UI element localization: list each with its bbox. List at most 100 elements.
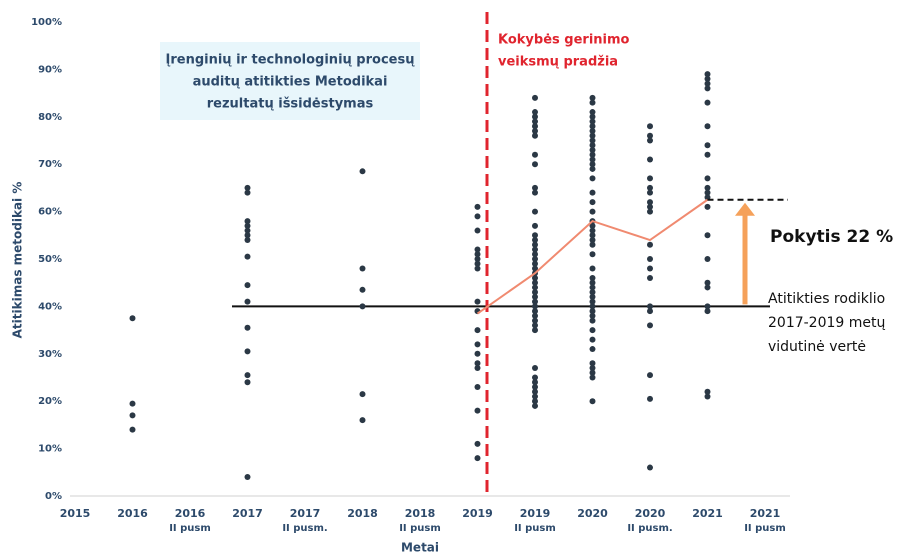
dot — [532, 274, 538, 281]
x-tick-sublabel: II pusm. — [282, 523, 327, 534]
dot — [589, 398, 596, 405]
y-tick-label: 50% — [38, 254, 62, 265]
dot — [704, 123, 711, 130]
dot — [474, 203, 481, 210]
dot — [704, 80, 711, 87]
dot — [532, 402, 538, 409]
info-text: rezultatų išsidėstymas — [207, 97, 374, 112]
dot — [474, 251, 481, 258]
x-tick-label: 2018 — [405, 507, 436, 520]
dot — [589, 293, 596, 300]
dot — [474, 455, 481, 462]
dot — [474, 440, 481, 447]
x-tick-sublabel: II pusm — [169, 523, 211, 534]
dot — [589, 189, 596, 196]
dot — [589, 109, 596, 116]
dot — [647, 132, 653, 139]
dot — [647, 303, 653, 310]
dot — [474, 360, 481, 367]
dot — [474, 260, 481, 267]
x-tick-label: 2020 — [577, 507, 608, 520]
dot — [589, 274, 596, 281]
dot — [129, 400, 136, 407]
dot — [244, 227, 251, 234]
dot — [589, 142, 596, 149]
dot — [359, 286, 366, 293]
dot — [589, 146, 596, 153]
dot — [589, 298, 596, 305]
dot — [474, 298, 481, 305]
dot — [474, 383, 481, 390]
dot — [532, 322, 538, 329]
dot — [359, 391, 366, 398]
dot — [244, 184, 251, 191]
dot — [589, 128, 596, 135]
dot — [244, 348, 251, 355]
dot — [532, 151, 538, 158]
dot — [589, 94, 596, 101]
dot — [532, 237, 538, 244]
dot — [532, 365, 538, 372]
dot — [474, 213, 481, 220]
dot — [532, 241, 538, 248]
dot — [532, 94, 538, 101]
info-text: auditų atitikties Metodikai — [193, 75, 388, 90]
dot — [532, 260, 538, 267]
dot — [704, 303, 711, 310]
dot — [589, 165, 596, 172]
dot — [589, 99, 596, 106]
dot — [704, 71, 711, 78]
dot — [647, 308, 653, 315]
dot — [129, 315, 136, 322]
dot — [589, 312, 596, 319]
x-tick-label: 2016 — [117, 507, 148, 520]
dot — [704, 256, 711, 262]
dot — [532, 379, 538, 386]
y-tick-label: 10% — [38, 444, 62, 455]
dot — [244, 218, 251, 225]
dot — [532, 289, 538, 296]
dot — [647, 199, 653, 206]
dot — [532, 184, 538, 191]
dot — [532, 374, 538, 381]
dot — [647, 372, 653, 379]
dot — [359, 303, 366, 310]
y-tick-label: 0% — [45, 491, 62, 502]
dot — [647, 274, 653, 281]
y-tick-label: 80% — [38, 112, 62, 123]
change-arrow-head — [735, 202, 755, 216]
dot — [589, 156, 596, 163]
dot — [589, 161, 596, 168]
dot — [244, 474, 251, 481]
dot — [647, 184, 653, 191]
info-text: Įrenginių ir technologinių procesų — [166, 53, 416, 68]
dot — [589, 151, 596, 158]
dot — [532, 308, 538, 315]
dot — [647, 208, 653, 215]
dot — [704, 388, 711, 395]
dot — [532, 312, 538, 319]
dot — [589, 265, 596, 272]
dot — [532, 222, 538, 229]
dot — [589, 227, 596, 234]
dot — [359, 168, 366, 175]
start-label: veiksmų pradžia — [498, 55, 618, 70]
reference-label: 2017-2019 metų — [768, 315, 886, 331]
dot — [532, 383, 538, 390]
dot — [532, 398, 538, 405]
x-tick-sublabel: II pusm. — [627, 523, 672, 534]
dot — [244, 253, 251, 260]
dot — [244, 222, 251, 229]
dot — [589, 251, 596, 258]
dot — [704, 151, 711, 158]
dot — [704, 85, 711, 92]
dot — [359, 417, 366, 424]
x-tick-label: 2017 — [290, 507, 321, 520]
dot — [704, 232, 711, 239]
dot — [359, 265, 366, 272]
dot — [647, 123, 653, 130]
x-tick-label: 2019 — [462, 507, 493, 520]
x-tick-label: 2019 — [520, 507, 551, 520]
dot — [647, 395, 653, 402]
